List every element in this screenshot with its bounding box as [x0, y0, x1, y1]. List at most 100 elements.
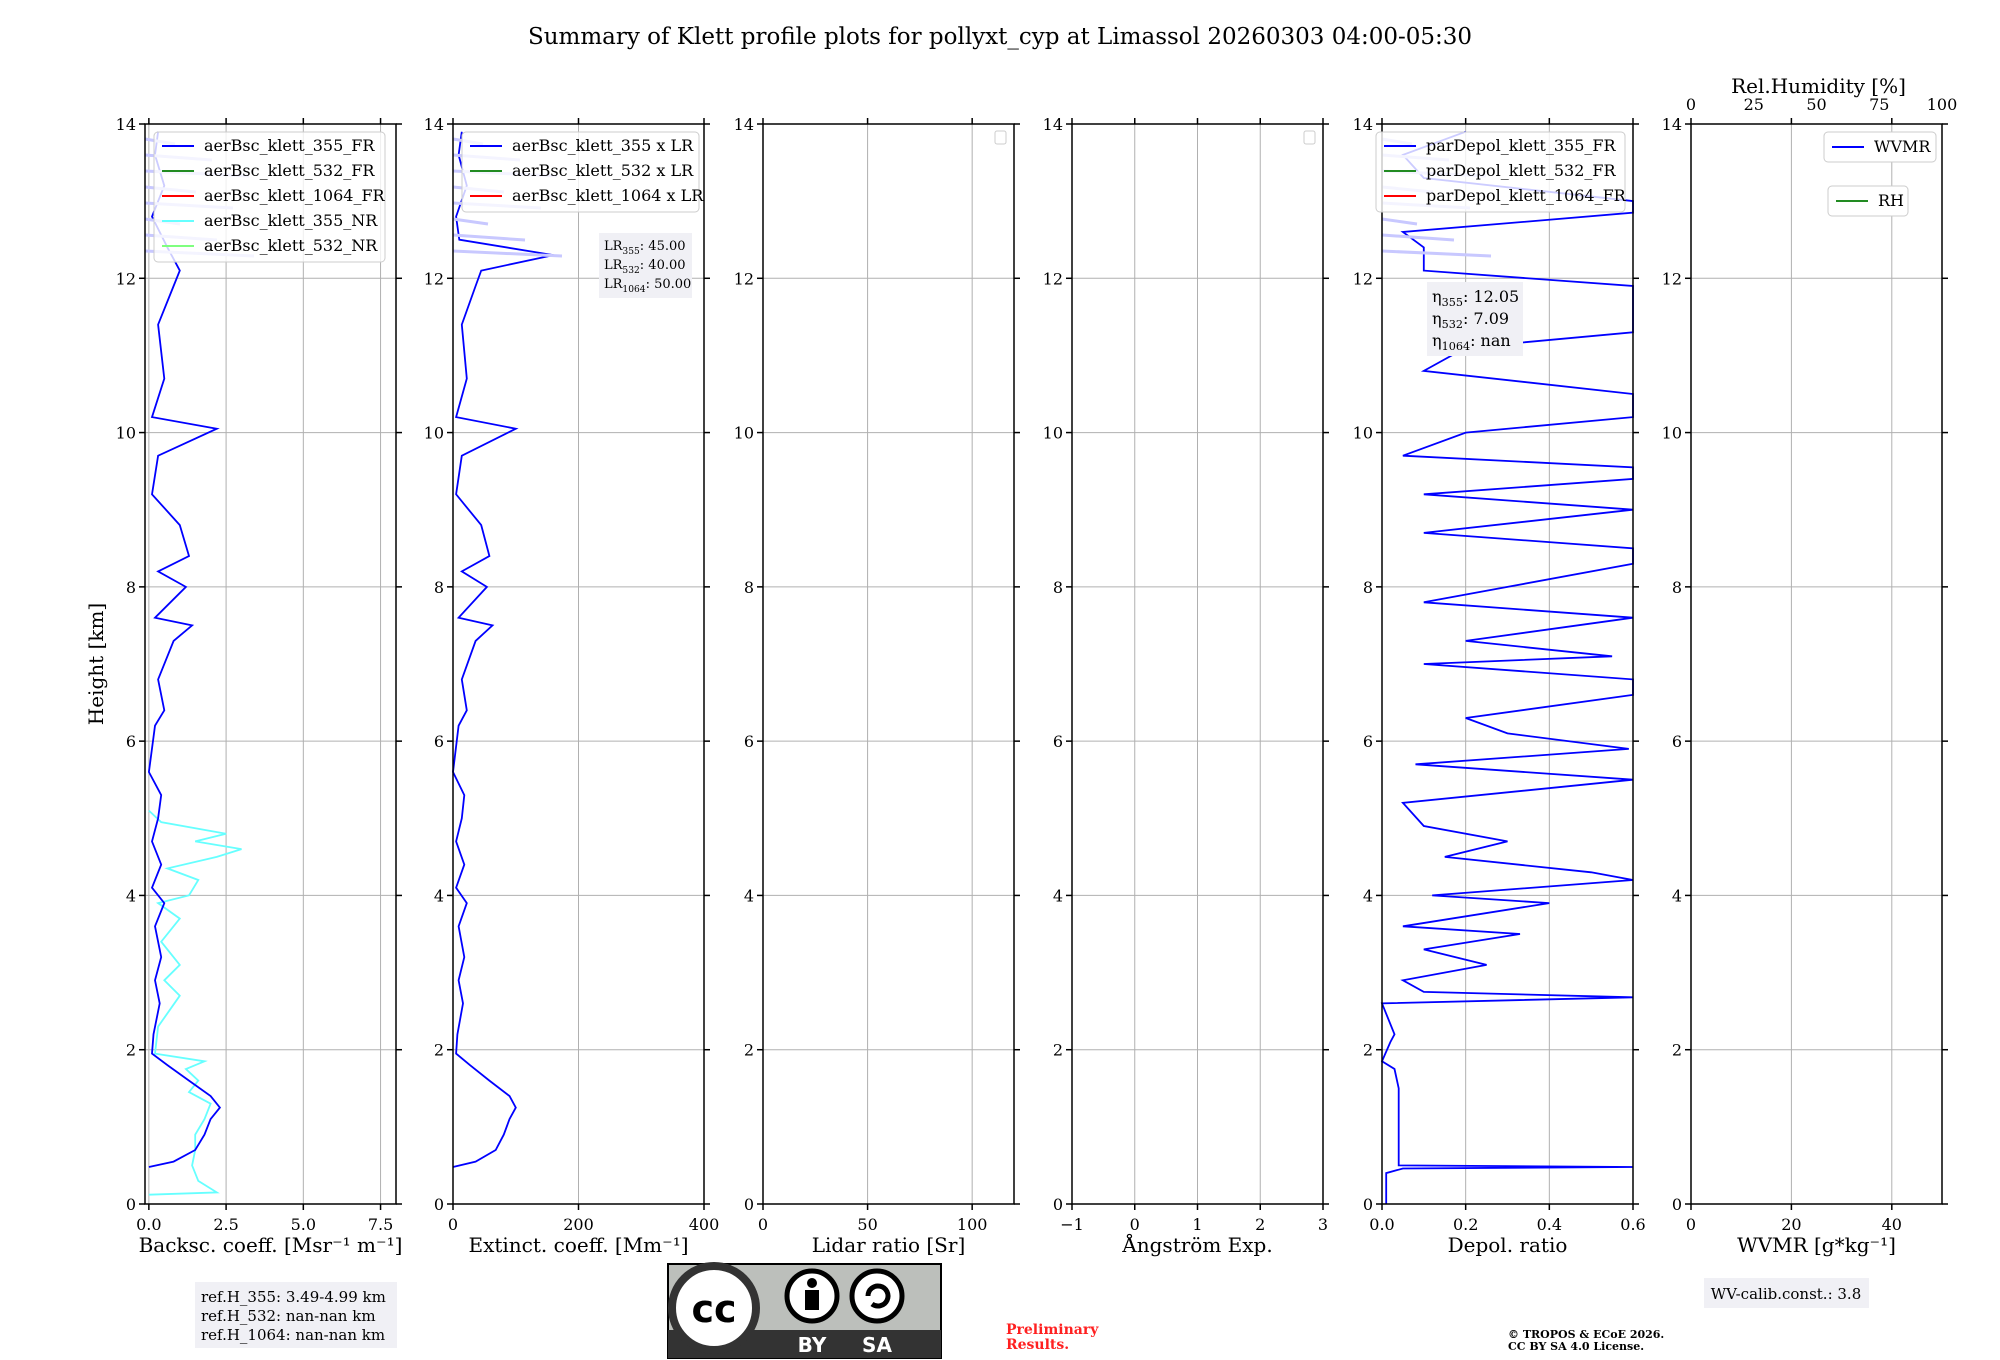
uncertainty-band — [452, 233, 526, 242]
preliminary-line-1: Preliminary — [1006, 1322, 1099, 1338]
legend-entry: aerBsc_klett_532 x LR — [512, 161, 694, 180]
y-tick-label: 10 — [424, 424, 444, 443]
x-tick-label: 100 — [957, 1215, 988, 1234]
legend-entry: aerBsc_klett_1064 x LR — [512, 186, 704, 205]
y-tick-label: 0 — [1363, 1195, 1373, 1214]
y-tick-label: 12 — [424, 269, 444, 288]
y-tick-label: 0 — [1672, 1195, 1682, 1214]
legend-entry: WVMR — [1874, 137, 1931, 156]
y-tick-label: 8 — [1672, 578, 1682, 597]
x-axis-label: WVMR [g*kg⁻¹] — [1737, 1233, 1896, 1257]
x-tick-label: −1 — [1060, 1215, 1084, 1234]
y-tick-label: 8 — [434, 578, 444, 597]
y-tick-label: 4 — [126, 886, 136, 905]
x-axis-label: Lidar ratio [Sr] — [812, 1233, 966, 1257]
y-tick-label: 4 — [434, 886, 444, 905]
axes-frame — [1690, 123, 1943, 1205]
legend-entry: aerBsc_klett_355 x LR — [512, 136, 694, 155]
annotation-line: η532: 7.09 — [1432, 309, 1509, 331]
x-tick-label: 1 — [1192, 1215, 1202, 1234]
x-tick-label: 2 — [1255, 1215, 1265, 1234]
y-tick-label: 6 — [434, 732, 444, 751]
y-tick-label: 8 — [126, 578, 136, 597]
y-tick-label: 2 — [1363, 1041, 1373, 1060]
panel-lidar-ratio: 0 50 100 0 2 4 6 8 10 12 14 Lidar ratio [Sr] — [734, 115, 1020, 1257]
y-tick-label: 10 — [734, 424, 754, 443]
x-tick-label: 0.0 — [136, 1215, 161, 1234]
legend-entry: aerBsc_klett_532_FR — [204, 161, 375, 180]
y-tick-label: 12 — [734, 269, 754, 288]
series-line-aerBsc_klett_355_FR — [147, 131, 222, 1168]
y-tick-label: 6 — [744, 732, 754, 751]
y-tick-label: 8 — [1053, 578, 1063, 597]
uncertainty-band — [452, 217, 489, 226]
x-axis-label: Ångström Exp. — [1121, 1232, 1272, 1257]
x-axis-label: Backsc. coeff. [Msr⁻¹ m⁻¹] — [139, 1233, 403, 1257]
panel-extinction: 0 200 400 0 2 4 6 8 10 12 14 Extinct. coeff. [Mm⁻¹]… — [424, 115, 720, 1257]
x-tick-label: 5.0 — [291, 1215, 316, 1234]
y-tick-label: 6 — [1363, 732, 1373, 751]
x-tick-label: 0.6 — [1620, 1215, 1645, 1234]
empty-legend — [994, 130, 1007, 145]
axes-frame — [1381, 123, 1634, 1205]
panel-backscatter: 0.0 2.5 5.0 7.5 0 2 4 6 8 10 12 14 Backsc. coeff. [M… — [116, 115, 403, 1257]
y-tick-label: 14 — [1662, 115, 1682, 134]
y-tick-label: 14 — [116, 115, 136, 134]
y-tick-label: 0 — [1053, 1195, 1063, 1214]
annotation-line: LR532: 40.00 — [604, 258, 686, 276]
x-tick-label: 400 — [689, 1215, 720, 1234]
x-axis-label: Depol. ratio — [1448, 1233, 1568, 1257]
reference-height-box: ref.H_355: 3.49-4.99 km ref.H_532: nan-n… — [195, 1282, 397, 1348]
x-tick-label: 0.4 — [1537, 1215, 1562, 1234]
x-tick-label: 40 — [1882, 1215, 1902, 1234]
top-x-tick-label: 75 — [1869, 95, 1889, 114]
wv-calibration-box: WV-calib.const.: 3.8 — [1704, 1278, 1869, 1308]
legend-entry: aerBsc_klett_355_NR — [204, 211, 378, 230]
y-tick-label: 10 — [1043, 424, 1063, 443]
x-tick-label: 7.5 — [368, 1215, 393, 1234]
axes-frame — [1071, 123, 1324, 1205]
y-tick-label: 4 — [1363, 886, 1373, 905]
y-axis-label: Height [km] — [84, 603, 108, 725]
top-x-tick-label: 100 — [1927, 95, 1958, 114]
legend-wvmr: WVMR — [1823, 131, 1937, 163]
copyright-line-2: CC BY SA 4.0 License. — [1508, 1340, 1644, 1353]
x-tick-label: 20 — [1781, 1215, 1801, 1234]
legend-entry: RH — [1878, 191, 1904, 210]
share-alike-icon — [849, 1268, 905, 1324]
x-tick-label: 3 — [1318, 1215, 1328, 1234]
annotation-line: η1064: nan — [1432, 331, 1511, 353]
y-tick-label: 6 — [126, 732, 136, 751]
y-tick-label: 14 — [424, 115, 444, 134]
legend: aerBsc_klett_355 x LR aerBsc_klett_532 x … — [461, 131, 704, 213]
top-x-tick-label: 0 — [1686, 95, 1696, 114]
y-tick-label: 12 — [116, 269, 136, 288]
annotation-line: LR1064: 50.00 — [604, 277, 691, 295]
ref-height-532: ref.H_532: nan-nan km — [201, 1307, 376, 1325]
ref-height-355: ref.H_355: 3.49-4.99 km — [201, 1288, 386, 1306]
x-tick-label: 0 — [448, 1215, 458, 1234]
x-tick-label: 2.5 — [213, 1215, 238, 1234]
y-tick-label: 12 — [1353, 269, 1373, 288]
y-tick-label: 2 — [1053, 1041, 1063, 1060]
y-tick-label: 6 — [1672, 732, 1682, 751]
annotation-line: η355: 12.05 — [1432, 287, 1519, 309]
copyright-line-1: © TROPOS & ECoE 2026. — [1508, 1328, 1664, 1341]
legend: aerBsc_klett_355_FR aerBsc_klett_532_FRae… — [153, 131, 386, 263]
svg-text:cc: cc — [691, 1287, 736, 1331]
y-tick-label: 4 — [744, 886, 754, 905]
x-tick-label: 50 — [857, 1215, 877, 1234]
cc-by-sa-logo: cc BY SA — [667, 1262, 942, 1359]
panel-wvmr: 0 20 40 0 2 4 6 8 10 12 14 WVMR [g*kg⁻¹] 0 25 50 75 100 R… — [1662, 74, 1958, 1257]
series-line-aerBsc_klett_355 x LR — [452, 131, 554, 1168]
by-label: BY — [798, 1333, 827, 1357]
x-tick-label: 0.2 — [1453, 1215, 1478, 1234]
x-tick-label: 0 — [758, 1215, 768, 1234]
y-tick-label: 12 — [1043, 269, 1063, 288]
preliminary-line-2: Results. — [1006, 1337, 1069, 1353]
x-tick-label: 0 — [1686, 1215, 1696, 1234]
